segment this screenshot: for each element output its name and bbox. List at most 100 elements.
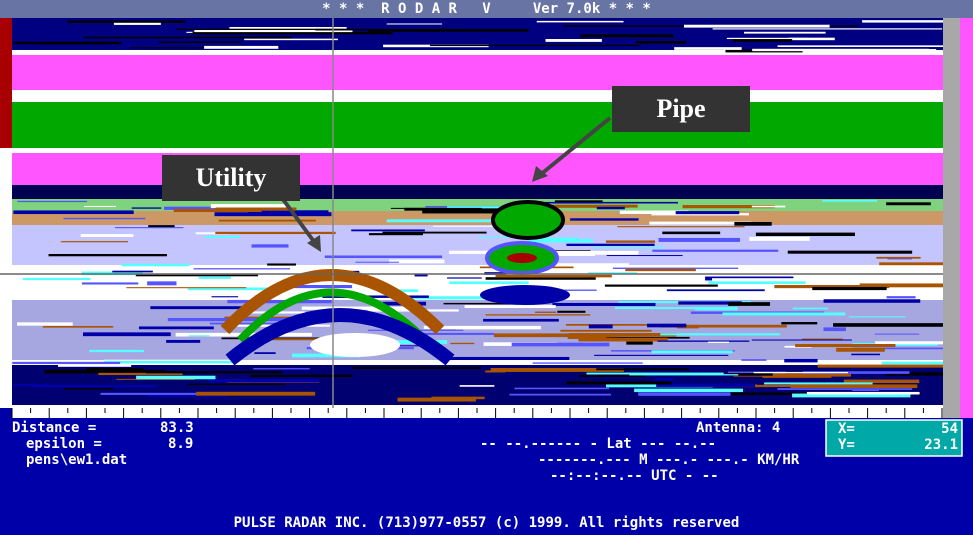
scan-streak bbox=[41, 43, 104, 45]
scan-streak bbox=[115, 227, 184, 229]
scan-streak bbox=[833, 323, 954, 327]
scan-streak bbox=[619, 210, 689, 214]
scan-streak bbox=[113, 22, 161, 25]
scan-streak bbox=[662, 231, 721, 235]
scan-streak bbox=[617, 226, 745, 228]
scan-streak bbox=[13, 210, 134, 215]
scan-streak bbox=[126, 287, 247, 289]
scan-streak bbox=[727, 373, 773, 376]
scan-streak bbox=[751, 339, 852, 341]
scan-streak bbox=[792, 280, 880, 284]
y-value: 23.1 bbox=[924, 437, 958, 453]
scan-streak bbox=[605, 240, 656, 243]
band bbox=[12, 55, 943, 90]
scan-streak bbox=[654, 377, 675, 381]
scan-streak bbox=[428, 29, 529, 32]
scan-streak bbox=[859, 283, 973, 288]
scan-streak bbox=[86, 368, 144, 371]
scan-streak bbox=[449, 281, 529, 285]
scan-streak bbox=[626, 341, 653, 345]
scan-streak bbox=[712, 278, 828, 282]
scan-streak bbox=[433, 225, 515, 227]
scan-streak bbox=[368, 233, 423, 236]
scan-streak bbox=[211, 296, 239, 298]
scan-streak bbox=[431, 396, 485, 400]
scan-streak bbox=[459, 385, 495, 387]
scan-streak bbox=[606, 255, 683, 257]
scan-streak bbox=[535, 311, 557, 313]
scan-streak bbox=[229, 27, 347, 30]
scan-streak bbox=[874, 333, 920, 335]
scan-streak bbox=[192, 31, 393, 35]
band bbox=[12, 225, 943, 265]
scan-streak bbox=[447, 277, 482, 279]
epsilon-label: epsilon = bbox=[26, 436, 102, 452]
scan-streak bbox=[728, 302, 771, 306]
scan-streak bbox=[843, 379, 920, 384]
scan-streak bbox=[278, 285, 353, 289]
scan-streak bbox=[848, 316, 906, 318]
lat: -- --.------ - Lat --- --.-- bbox=[480, 436, 717, 452]
scan-streak bbox=[198, 276, 231, 279]
scan-streak bbox=[17, 200, 88, 203]
scan-streak bbox=[638, 392, 731, 396]
scan-streak bbox=[83, 332, 171, 337]
scan-streak bbox=[876, 256, 921, 259]
scan-streak bbox=[625, 268, 696, 272]
reflection bbox=[310, 333, 400, 357]
scan-streak bbox=[722, 312, 846, 316]
scan-streak bbox=[392, 289, 419, 293]
scan-streak bbox=[862, 20, 973, 23]
scan-streak bbox=[524, 252, 596, 256]
scan-streak bbox=[659, 324, 787, 328]
scan-streak bbox=[666, 289, 765, 292]
footer: PULSE RADAR INC. (713)977-0557 (c) 1999.… bbox=[233, 515, 740, 531]
scan-streak bbox=[563, 25, 689, 27]
band bbox=[12, 300, 943, 360]
scan-streak bbox=[116, 378, 195, 380]
scan-streak bbox=[712, 28, 943, 30]
title-bar bbox=[0, 0, 973, 18]
scan-streak bbox=[147, 281, 177, 286]
scan-streak bbox=[743, 31, 826, 34]
scan-streak bbox=[777, 45, 973, 48]
scan-streak bbox=[822, 200, 877, 202]
scan-streak bbox=[658, 237, 741, 242]
scan-streak bbox=[578, 374, 646, 377]
scan-streak bbox=[215, 231, 336, 235]
scan-streak bbox=[42, 325, 114, 328]
scan-streak bbox=[677, 324, 699, 329]
scan-streak bbox=[214, 212, 332, 217]
scan-streak bbox=[762, 375, 832, 378]
scan-streak bbox=[33, 384, 157, 388]
scan-streak bbox=[189, 265, 214, 267]
scan-streak bbox=[194, 29, 353, 33]
scan-streak bbox=[121, 263, 190, 267]
scan-streak bbox=[386, 219, 520, 223]
scan-streak bbox=[138, 326, 214, 330]
scan-streak bbox=[887, 258, 912, 260]
distance-value: 83.3 bbox=[160, 420, 194, 436]
scan-streak bbox=[787, 250, 913, 254]
scan-streak bbox=[400, 296, 514, 300]
scan-streak bbox=[187, 287, 281, 291]
scan-streak bbox=[733, 373, 851, 377]
scan-streak bbox=[753, 371, 849, 374]
utility-label: Utility bbox=[162, 155, 300, 201]
scan-streak bbox=[352, 366, 481, 369]
scan-streak bbox=[131, 207, 162, 209]
scan-streak bbox=[514, 387, 610, 390]
speed: -------.--- M ---.- ---.- KM/HR bbox=[538, 452, 800, 468]
scan-streak bbox=[210, 204, 286, 209]
scan-streak bbox=[324, 255, 443, 259]
reflection bbox=[480, 285, 570, 305]
scan-streak bbox=[675, 211, 740, 215]
ruler-ticks bbox=[11, 408, 943, 418]
scan-streak bbox=[755, 232, 855, 237]
scan-streak bbox=[552, 302, 656, 306]
scrollbar[interactable] bbox=[943, 18, 960, 418]
scan-streak bbox=[678, 301, 742, 305]
scan-streak bbox=[557, 310, 586, 313]
file-name: pens\ew1.dat bbox=[26, 452, 128, 468]
